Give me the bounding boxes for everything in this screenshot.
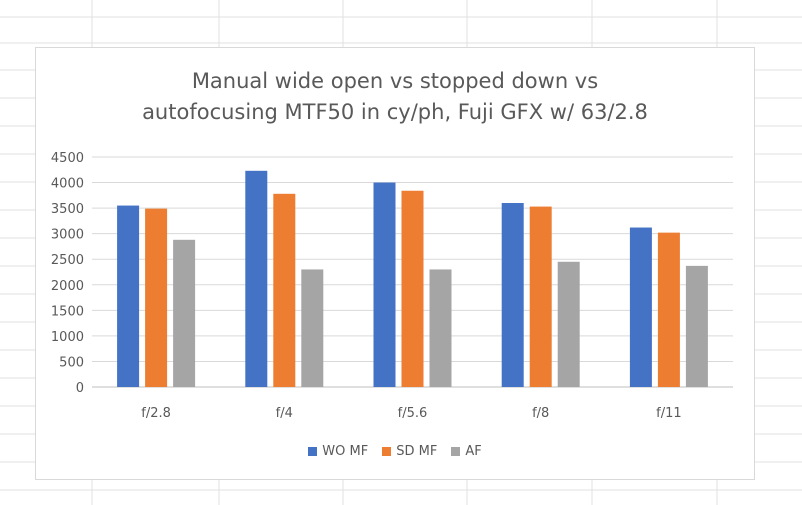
- legend-swatch-af: [451, 447, 461, 456]
- legend-label-wo-mf: WO MF: [322, 444, 369, 459]
- x-tick-label: f/2.8: [141, 406, 171, 421]
- y-tick-label: 1000: [51, 330, 84, 345]
- bars: [117, 170, 708, 387]
- chart-area[interactable]: Manual wide open vs stopped down vs auto…: [35, 47, 755, 480]
- bar-sd-mf-f11: [657, 232, 680, 387]
- bar-wo-mf-f5-6: [373, 182, 396, 387]
- y-tick-label: 1500: [51, 304, 84, 319]
- x-tick-labels: f/2.8 f/4 f/5.6 f/8 f/11: [141, 406, 681, 421]
- y-tick-label: 2500: [51, 253, 84, 268]
- y-tick-label: 3500: [51, 202, 84, 217]
- legend-item-af: AF: [451, 444, 482, 459]
- bar-af-f8: [557, 261, 580, 387]
- bar-wo-mf-f11: [629, 227, 652, 387]
- x-tick-label: f/5.6: [398, 406, 428, 421]
- legend-swatch-sd-mf: [382, 447, 392, 456]
- legend: WO MF SD MF AF: [36, 444, 754, 459]
- legend-label-sd-mf: SD MF: [396, 444, 438, 459]
- y-tick-label: 4000: [51, 177, 84, 192]
- y-tick-labels: 0 500 1000 1500 2000 2500 3000 3500 4000 4500: [51, 151, 84, 396]
- x-tick-label: f/4: [276, 406, 293, 421]
- chart-title: Manual wide open vs stopped down vs auto…: [142, 69, 648, 124]
- y-tick-label: 0: [76, 381, 84, 396]
- bar-af-f5-6: [429, 269, 452, 387]
- bar-sd-mf-f5-6: [401, 190, 424, 387]
- bar-af-f11: [685, 265, 708, 387]
- legend-swatch-wo-mf: [308, 447, 318, 456]
- plot-area: 0 500 1000 1500 2000 2500 3000 3500 4000 4500 f/2…: [51, 151, 733, 421]
- legend-label-af: AF: [465, 444, 482, 459]
- y-tick-label: 3000: [51, 228, 84, 243]
- x-tick-label: f/8: [532, 406, 549, 421]
- y-tick-label: 500: [59, 355, 84, 370]
- y-tick-label: 2000: [51, 279, 84, 294]
- bar-af-f4: [301, 269, 324, 387]
- y-tick-label: 4500: [51, 151, 84, 166]
- bar-sd-mf-f4: [273, 193, 296, 387]
- bar-sd-mf-f2-8: [145, 208, 168, 387]
- bar-wo-mf-f8: [501, 203, 524, 387]
- bar-af-f2-8: [173, 239, 196, 387]
- x-tick-label: f/11: [656, 406, 682, 421]
- bar-sd-mf-f8: [529, 206, 552, 387]
- legend-item-sd-mf: SD MF: [382, 444, 437, 459]
- bar-wo-mf-f4: [245, 170, 268, 387]
- legend-item-wo-mf: WO MF: [308, 444, 368, 459]
- bar-wo-mf-f2-8: [117, 205, 140, 387]
